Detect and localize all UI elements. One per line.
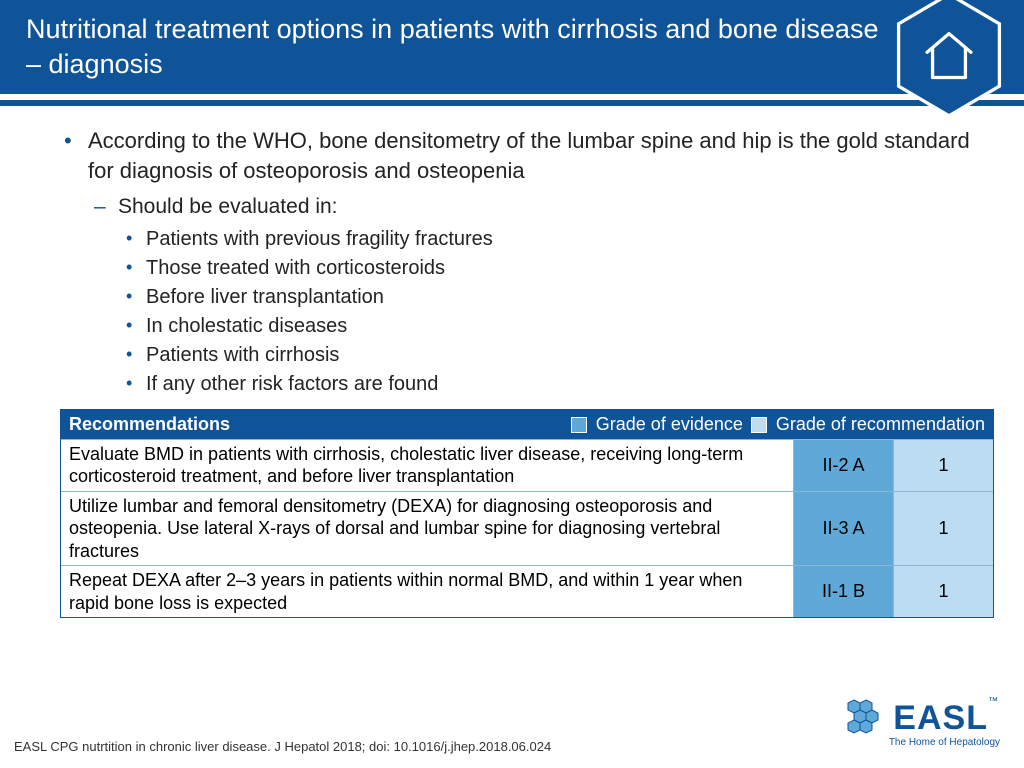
bullet-main-text: According to the WHO, bone densitometry …	[88, 128, 970, 183]
table-row: Repeat DEXA after 2–3 years in patients …	[61, 565, 993, 617]
legend-evidence: Grade of evidence	[571, 414, 743, 435]
easl-logo: EASL™ The Home of Hepatology	[843, 696, 1000, 748]
cell-grade-evidence: II-2 A	[793, 440, 893, 491]
title-underline	[0, 100, 1024, 106]
cell-grade-recommendation: 1	[893, 566, 993, 617]
cell-recommendation-text: Utilize lumbar and femoral densitometry …	[61, 492, 793, 566]
bullet-sub: Should be evaluated in: Patients with pr…	[88, 192, 994, 399]
content-area: According to the WHO, bone densitometry …	[0, 126, 1024, 399]
logo-name: EASL	[893, 699, 988, 738]
bullet-item: In cholestatic diseases	[118, 312, 994, 341]
evidence-swatch-icon	[571, 417, 587, 433]
table-header: Recommendations Grade of evidence Grade …	[61, 410, 993, 439]
cell-grade-evidence: II-1 B	[793, 566, 893, 617]
bullet-item: Before liver transplantation	[118, 283, 994, 312]
bullet-item: Those treated with corticosteroids	[118, 254, 994, 283]
cell-recommendation-text: Evaluate BMD in patients with cirrhosis,…	[61, 440, 793, 491]
cell-grade-recommendation: 1	[893, 440, 993, 491]
table-row: Evaluate BMD in patients with cirrhosis,…	[61, 439, 993, 491]
legend-evidence-label: Grade of evidence	[596, 414, 743, 434]
legend-recommendation-label: Grade of recommendation	[776, 414, 985, 434]
bullet-item: If any other risk factors are found	[118, 370, 994, 399]
table-row: Utilize lumbar and femoral densitometry …	[61, 491, 993, 566]
recommendation-swatch-icon	[751, 417, 767, 433]
logo-tm: ™	[988, 696, 998, 707]
hex-cluster-icon	[843, 696, 885, 741]
cell-grade-evidence: II-3 A	[793, 492, 893, 566]
citation-text: EASL CPG nutrtition in chronic liver dis…	[14, 739, 551, 754]
bullet-main: According to the WHO, bone densitometry …	[60, 126, 994, 399]
recommendations-table: Recommendations Grade of evidence Grade …	[60, 409, 994, 619]
bullet-item: Patients with cirrhosis	[118, 341, 994, 370]
home-hexagon-icon[interactable]	[894, 0, 1004, 118]
bullet-sub-text: Should be evaluated in:	[118, 195, 338, 218]
cell-grade-recommendation: 1	[893, 492, 993, 566]
legend-recommendation: Grade of recommendation	[751, 414, 985, 435]
table-header-title: Recommendations	[69, 414, 563, 435]
logo-tagline: The Home of Hepatology	[889, 737, 1000, 748]
slide-title: Nutritional treatment options in patient…	[26, 14, 878, 79]
bullet-item: Patients with previous fragility fractur…	[118, 225, 994, 254]
slide-title-bar: Nutritional treatment options in patient…	[0, 0, 1024, 94]
cell-recommendation-text: Repeat DEXA after 2–3 years in patients …	[61, 566, 793, 617]
